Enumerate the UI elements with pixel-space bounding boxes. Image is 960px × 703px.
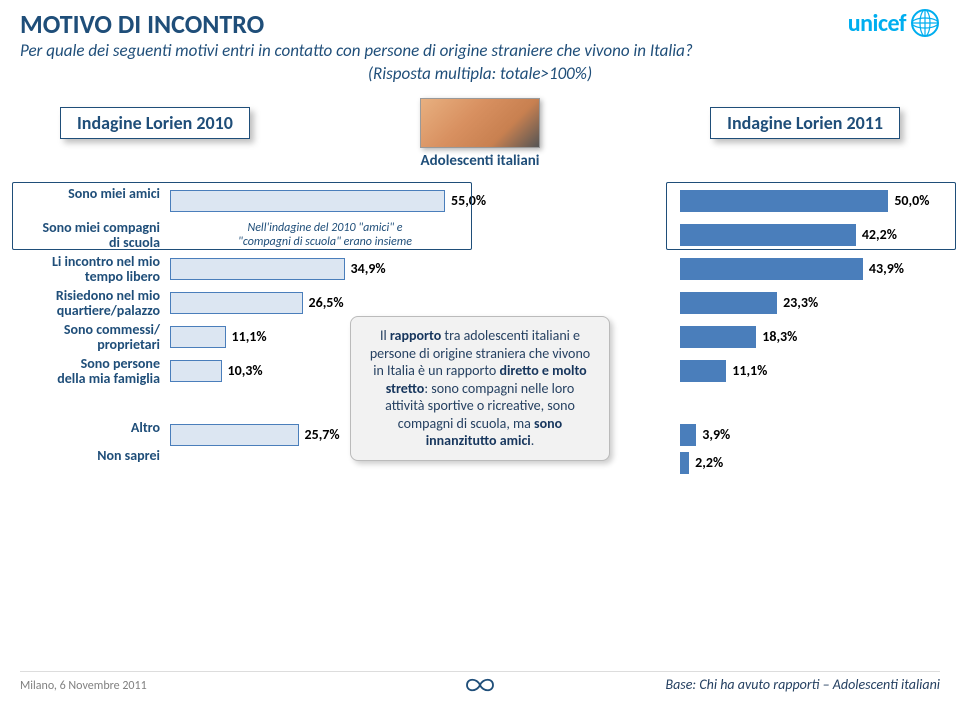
row-label: Sono personedella mia famiglia	[20, 356, 160, 387]
page-title: MOTIVO DI INCONTRO	[20, 8, 264, 40]
highlight-box-left	[12, 182, 472, 250]
value-2010: 26,5%	[309, 294, 344, 311]
bar-2010	[170, 326, 226, 348]
panel-2011-label: Indagine Lorien 2011	[710, 107, 900, 139]
bar-2010	[170, 424, 299, 446]
value-2011: 18,3%	[762, 328, 797, 345]
value-2011: 23,3%	[783, 294, 818, 311]
value-2010: 34,9%	[351, 260, 386, 277]
value-2010: 25,7%	[305, 426, 340, 443]
value-2011: 11,1%	[732, 362, 767, 379]
value-2010: 10,3%	[228, 362, 263, 379]
bar-2011	[680, 326, 756, 348]
panel-2010-label: Indagine Lorien 2010	[60, 107, 250, 139]
row-label: Sono commessi/proprietari	[20, 322, 160, 353]
callout-box: Il rapporto tra adolescenti italiani e p…	[350, 316, 610, 461]
bar-2010	[170, 258, 345, 280]
value-2011: 43,9%	[869, 260, 904, 277]
panel-center	[420, 98, 540, 148]
row-label: Altro	[20, 420, 160, 435]
bar-2011	[680, 292, 777, 314]
bar-2010	[170, 360, 222, 382]
highlight-box-right	[666, 182, 956, 250]
header-row: MOTIVO DI INCONTRO unicef	[0, 0, 960, 40]
footer-left: Milano, 6 Novembre 2011	[20, 679, 147, 693]
panels-row: Indagine Lorien 2010 Indagine Lorien 201…	[60, 98, 900, 148]
bar-2011	[680, 360, 726, 382]
row-label: Li incontro nel miotempo libero	[20, 254, 160, 285]
row-label: Non saprei	[20, 448, 160, 463]
value-2010: 11,1%	[232, 328, 267, 345]
row-label: Risiedono nel mioquartiere/palazzo	[20, 288, 160, 319]
footer-right: Base: Chi ha avuto rapporti – Adolescent…	[665, 676, 940, 693]
value-2011: 2,2%	[695, 454, 723, 471]
subtitle-note: (Risposta multipla: totale>100%)	[0, 63, 960, 84]
bar-2011	[680, 424, 696, 446]
center-caption: Adolescenti italiani	[0, 152, 960, 170]
bar-2010	[170, 292, 303, 314]
bar-2011	[680, 452, 689, 474]
footer-infinity-icon	[455, 673, 505, 697]
value-2011: 3,9%	[702, 426, 730, 443]
unicef-logo: unicef	[848, 8, 940, 38]
dual-bar-chart: Sono miei amici55,0%50,0%Sono miei compa…	[20, 180, 940, 560]
subtitle: Per quale dei seguenti motivi entri in c…	[0, 40, 960, 61]
logo-text: unicef	[848, 9, 906, 38]
globe-icon	[910, 8, 940, 38]
center-photo	[420, 98, 540, 148]
bar-2011	[680, 258, 863, 280]
